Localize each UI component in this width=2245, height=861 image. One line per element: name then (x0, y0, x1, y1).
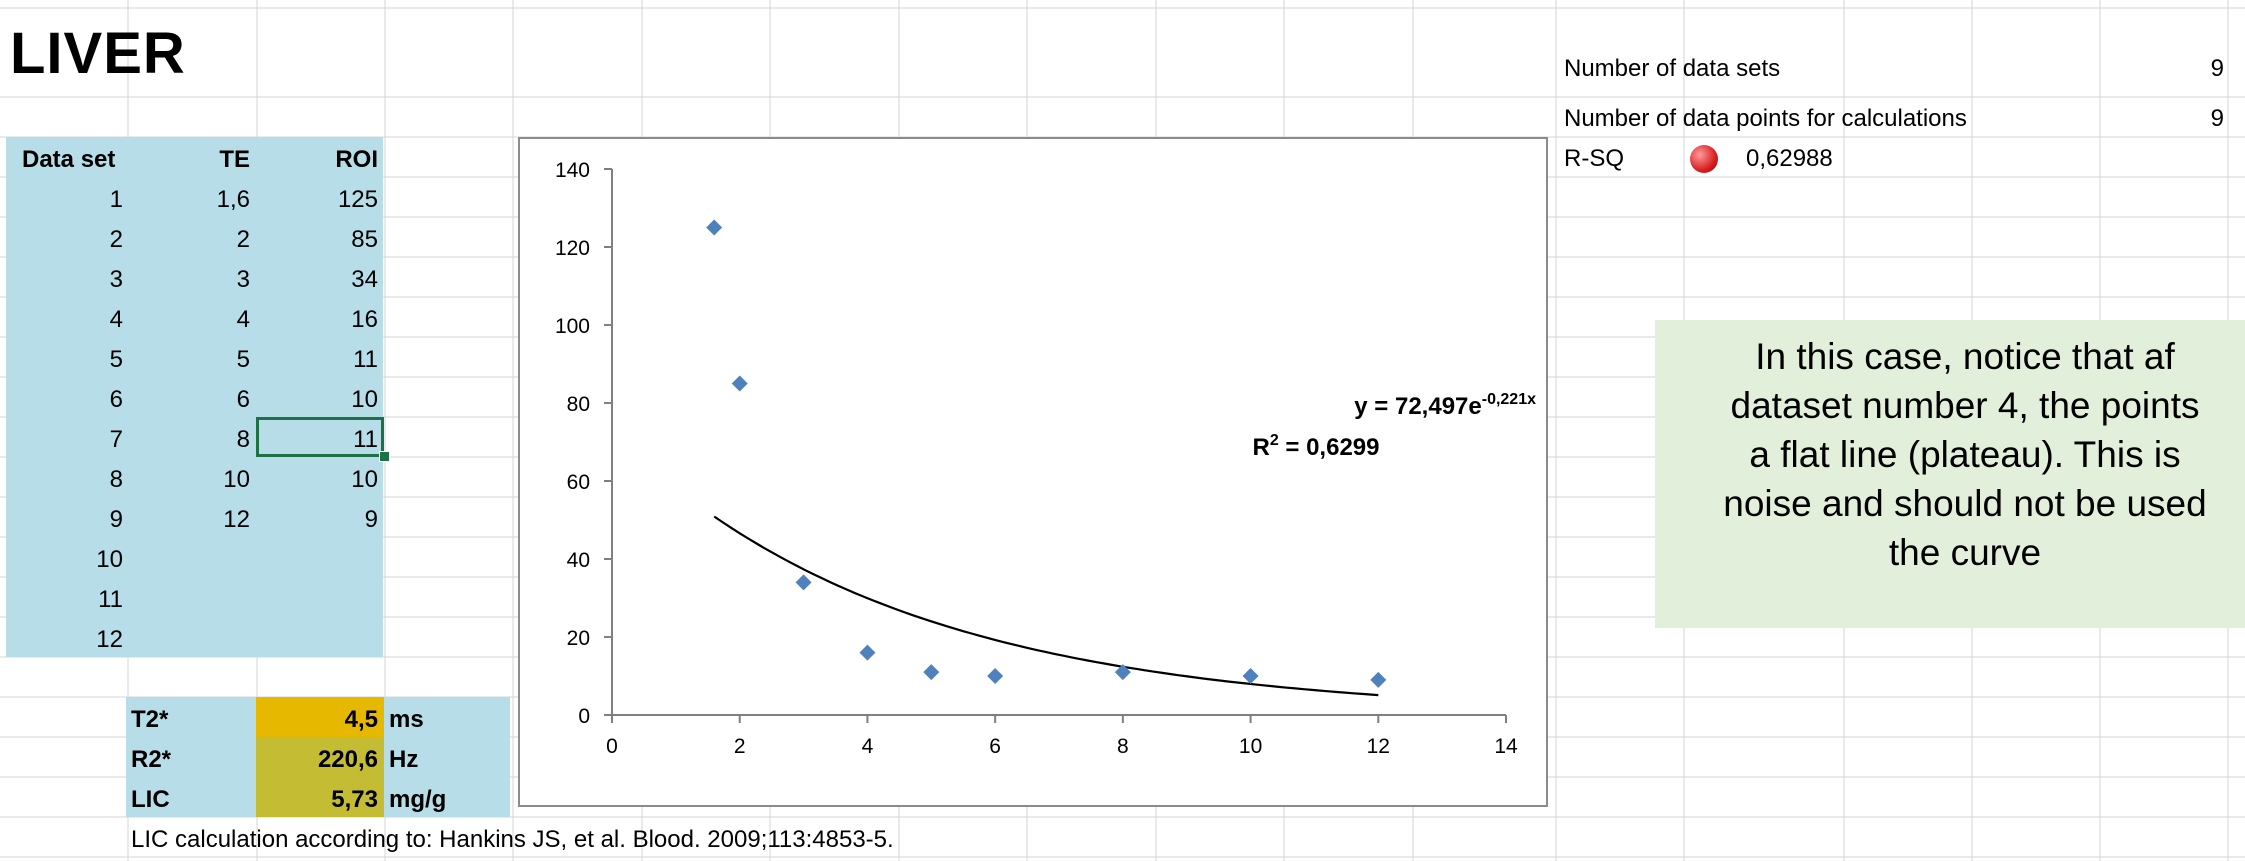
cell-te[interactable]: 8 (236, 426, 250, 453)
r2-unit[interactable]: Hz (389, 746, 419, 773)
lic-unit[interactable]: mg/g (389, 786, 447, 813)
y-tick-label: 60 (567, 471, 590, 494)
r2-label[interactable]: R2* (131, 746, 172, 773)
cell-data-set[interactable]: 7 (109, 426, 123, 453)
cell-roi[interactable]: 125 (337, 186, 378, 213)
data-table-background (6, 137, 383, 657)
cell-data-set[interactable]: 5 (109, 346, 123, 373)
cell-data-set[interactable]: 2 (109, 226, 123, 253)
data-point[interactable] (795, 574, 812, 591)
chart-plot: 0 20 40 60 80 100 120 140 0 2 4 6 8 10 12 14 y = 72,497… (555, 159, 1536, 758)
status-indicator-icon (1690, 145, 1718, 173)
annotation-note[interactable]: In this case, notice that af dataset num… (1655, 320, 2245, 628)
cell-te[interactable]: 2 (236, 226, 250, 253)
cell-roi[interactable] (260, 620, 378, 660)
rsq-label[interactable]: R-SQ (1564, 145, 1624, 172)
x-tick-label: 12 (1367, 735, 1390, 758)
cell-roi[interactable]: 85 (351, 226, 378, 253)
cell-te[interactable] (130, 580, 250, 620)
data-point[interactable] (923, 664, 940, 681)
cell-roi[interactable]: 34 (351, 266, 378, 293)
fill-handle[interactable] (379, 451, 390, 462)
scatter-chart[interactable]: 0 20 40 60 80 100 120 140 0 2 4 6 8 10 12 14 y = 72,497… (518, 137, 1548, 807)
cell-data-set[interactable]: 3 (109, 266, 123, 293)
note-line: In this case, notice that af (1755, 336, 2175, 377)
cell-data-set[interactable]: 6 (109, 386, 123, 413)
t2-label[interactable]: T2* (131, 706, 169, 733)
t2-unit[interactable]: ms (389, 706, 424, 733)
cell-data-set[interactable]: 12 (96, 626, 123, 653)
data-point[interactable] (1242, 668, 1259, 684)
r2-value[interactable]: 220,6 (317, 746, 378, 773)
cell-te[interactable]: 3 (236, 266, 250, 293)
cell-roi[interactable]: 10 (351, 386, 378, 413)
points-label[interactable]: Number of data points for calculations (1564, 105, 1967, 132)
data-point[interactable] (987, 668, 1004, 684)
header-roi[interactable]: ROI (335, 146, 378, 173)
data-point[interactable] (731, 375, 748, 392)
x-tick-label: 2 (734, 735, 746, 758)
cell-roi[interactable]: 11 (353, 346, 378, 373)
x-tick-label: 8 (1117, 735, 1129, 758)
note-line: the curve (1888, 532, 2042, 573)
y-tick-label: 40 (567, 549, 590, 572)
trend-equation: y = 72,497e-0,221x (1354, 391, 1536, 420)
t2-value[interactable]: 4,5 (344, 706, 378, 733)
cell-te[interactable]: 4 (236, 306, 250, 333)
x-tick-label: 10 (1239, 735, 1262, 758)
header-te[interactable]: TE (219, 146, 250, 173)
cell-te[interactable]: 1,6 (216, 186, 250, 213)
points-value[interactable]: 9 (2210, 105, 2224, 132)
cell-roi[interactable] (260, 540, 378, 580)
note-line: a flat line (plateau). This is (1749, 434, 2181, 475)
cell-te[interactable]: 5 (236, 346, 250, 373)
data-point[interactable] (1370, 671, 1387, 688)
cell-data-set[interactable]: 9 (109, 506, 123, 533)
cell-te[interactable]: 10 (223, 466, 250, 493)
note-line: noise and should not be used (1723, 483, 2207, 524)
datasets-label[interactable]: Number of data sets (1564, 55, 1781, 82)
cell-roi[interactable]: 11 (353, 426, 378, 453)
y-tick-label: 140 (555, 159, 590, 182)
t2-value-fill (256, 697, 384, 737)
cell-roi[interactable]: 9 (364, 506, 378, 533)
note-line: dataset number 4, the points (1730, 385, 2200, 426)
cell-roi[interactable] (260, 580, 378, 620)
x-tick-label: 14 (1494, 735, 1518, 758)
cell-te[interactable] (130, 620, 250, 660)
data-point[interactable] (1114, 664, 1131, 681)
lic-label[interactable]: LIC (131, 786, 170, 813)
y-tick-label: 80 (567, 393, 590, 416)
cell-roi[interactable]: 16 (351, 306, 378, 333)
selected-cell[interactable] (256, 417, 384, 457)
datasets-value[interactable]: 9 (2210, 55, 2224, 82)
cell-data-set[interactable]: 1 (109, 186, 123, 213)
y-tick-label: 0 (578, 705, 590, 728)
x-tick-label: 0 (606, 735, 618, 758)
r-squared-label: R2 = 0,6299 (1252, 432, 1379, 461)
cell-te[interactable] (130, 540, 250, 580)
cell-data-set[interactable]: 10 (96, 546, 123, 573)
x-tick-label: 6 (989, 735, 1001, 758)
header-data-set[interactable]: Data set (22, 146, 116, 173)
result-value-fill (256, 737, 384, 817)
sheet-title: LIVER (10, 21, 186, 86)
trendline (713, 515, 1379, 697)
reference-text[interactable]: LIC calculation according to: Hankins JS… (131, 826, 894, 853)
rsq-value[interactable]: 0,62988 (1746, 145, 1833, 172)
cell-data-set[interactable]: 8 (109, 466, 123, 493)
cell-roi[interactable]: 10 (351, 466, 378, 493)
y-tick-label: 100 (555, 315, 590, 338)
cell-te[interactable]: 6 (236, 386, 250, 413)
y-tick-label: 20 (567, 627, 590, 650)
lic-value[interactable]: 5,73 (331, 786, 378, 813)
data-point[interactable] (706, 219, 723, 236)
x-tick-label: 4 (862, 735, 874, 758)
cell-data-set[interactable]: 4 (109, 306, 123, 333)
cell-data-set[interactable]: 11 (98, 586, 123, 613)
y-tick-label: 120 (555, 237, 590, 260)
data-point[interactable] (859, 644, 876, 661)
cell-te[interactable]: 12 (223, 506, 250, 533)
